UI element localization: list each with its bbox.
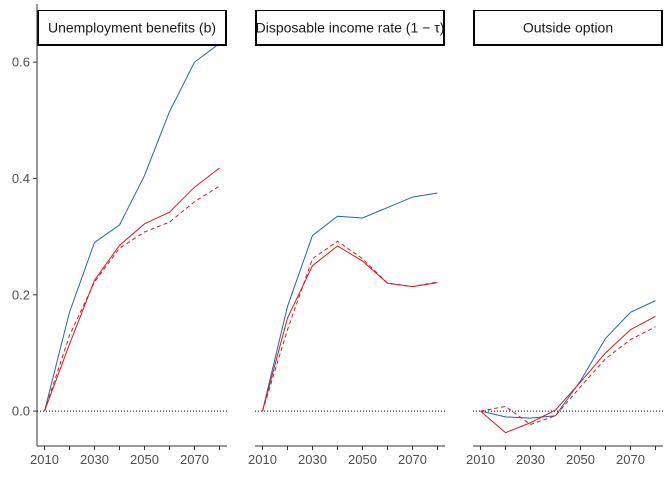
facet-title: Unemployment benefits (b): [48, 20, 216, 36]
series-group: [262, 192, 438, 412]
x-tick-label: 2050: [348, 452, 377, 467]
series-line-3: [262, 240, 438, 412]
x-tick-label: 2050: [566, 452, 595, 467]
series-line-2: [480, 315, 656, 434]
series-line-1: [262, 192, 438, 412]
x-tick-label: 2030: [80, 452, 109, 467]
x-tick-label: 2030: [298, 452, 327, 467]
series-line-1: [44, 43, 220, 412]
facet-title: Outside option: [523, 20, 613, 36]
panel-1: Unemployment benefits (b) 2010 2030 2050 207…: [30, 10, 227, 467]
x-tick-label: 2070: [180, 452, 209, 467]
series-line-2: [44, 167, 220, 412]
x-tick-label: 2010: [248, 452, 277, 467]
x-tick-label: 2030: [516, 452, 545, 467]
series-line-3: [480, 326, 656, 426]
series-line-3: [44, 185, 220, 412]
facet-title: Disposable income rate (1 − τ): [256, 20, 445, 36]
y-tick-label: 0.2: [12, 287, 30, 302]
facet-strip: Outside option: [473, 10, 663, 46]
series-line-2: [262, 245, 438, 412]
series-group: [44, 43, 220, 412]
panel-3: Outside option 2010 2030 2050 2070: [466, 10, 663, 467]
x-tick-label: 2050: [130, 452, 159, 467]
y-tick-label: 0.6: [12, 55, 30, 70]
facet-strip: Disposable income rate (1 − τ): [255, 10, 445, 46]
x-tick-label: 2070: [616, 452, 645, 467]
facet-strip-box: [37, 10, 227, 46]
y-tick-label: 0.0: [12, 404, 30, 419]
facet-strip-box: [473, 10, 663, 46]
facet-strip-box: [255, 10, 445, 46]
facet-strip: Unemployment benefits (b): [37, 10, 227, 46]
x-tick-label: 2010: [30, 452, 59, 467]
y-tick-label: 0.4: [12, 171, 30, 186]
series-line-1: [480, 300, 656, 419]
series-group: [480, 300, 656, 434]
x-tick-label: 2070: [398, 452, 427, 467]
panel-2: Disposable income rate (1 − τ) 2010 2030 20…: [248, 10, 445, 467]
x-tick-label: 2010: [466, 452, 495, 467]
